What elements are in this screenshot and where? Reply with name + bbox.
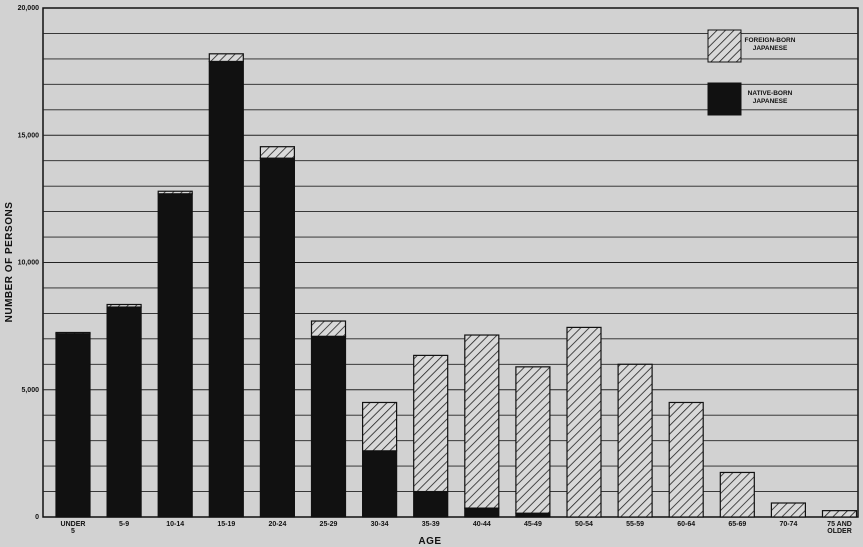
bar-native-born — [208, 60, 244, 518]
bar-foreign-born — [617, 363, 653, 518]
x-tick-label: 35-39 — [422, 521, 440, 528]
bar-native-born — [362, 450, 398, 518]
bar-foreign-born — [55, 331, 91, 335]
y-tick-label: 10,000 — [18, 260, 40, 267]
y-tick-label: 0 — [35, 514, 39, 521]
x-axis: UNDER 5 5-9 10-14 15-19 20-24 25-29 30-34 35-39 4… — [61, 521, 852, 535]
bar-native-born — [413, 490, 449, 518]
x-tick-label: 60-64 — [677, 521, 695, 528]
x-tick-label: 65-69 — [728, 521, 746, 528]
x-tick-label: 75 AND OLDER — [827, 521, 852, 535]
y-axis-title: NUMBER OF PERSONS — [4, 202, 15, 323]
legend-swatch-foreign-born — [707, 29, 742, 63]
bar-native-born — [157, 193, 193, 518]
x-tick-label: 40-44 — [473, 521, 491, 528]
legend: FOREIGN-BORN JAPANESE NATIVE-BORN JAPANESE — [707, 29, 796, 116]
bar-foreign-born — [413, 354, 449, 493]
x-tick-label: UNDER 5 — [61, 521, 86, 535]
x-tick-label: 10-14 — [166, 521, 184, 528]
bar-foreign-born — [668, 401, 704, 518]
x-tick-label: 20-24 — [268, 521, 286, 528]
bar-native-born — [106, 306, 142, 518]
x-tick-label: 50-54 — [575, 521, 593, 528]
bar-foreign-born — [464, 334, 500, 509]
x-tick-label: 15-19 — [217, 521, 235, 528]
bar-foreign-born — [515, 366, 551, 514]
bar-foreign-born — [310, 320, 347, 337]
bar-foreign-born — [259, 146, 295, 159]
legend-swatch-native-born — [707, 82, 742, 116]
y-axis: 0 5,000 10,000 15,000 20,000 — [18, 5, 40, 521]
bar-native-born — [464, 507, 500, 518]
bar-foreign-born — [157, 190, 193, 195]
x-tick-label: 45-49 — [524, 521, 542, 528]
legend-label: NATIVE-BORN JAPANESE — [748, 90, 793, 105]
x-tick-label: 55-59 — [626, 521, 644, 528]
x-tick-label: 25-29 — [320, 521, 338, 528]
x-tick-label: 30-34 — [371, 521, 389, 528]
bar-foreign-born — [770, 502, 807, 518]
bar-foreign-born — [208, 53, 244, 63]
bar-native-born — [55, 333, 91, 518]
bar-foreign-born — [566, 326, 602, 518]
bar-foreign-born — [106, 303, 142, 308]
bar-foreign-born — [362, 401, 398, 452]
legend-label: FOREIGN-BORN JAPANESE — [745, 37, 796, 52]
bar-native-born — [310, 335, 347, 518]
y-tick-label: 5,000 — [21, 387, 39, 394]
y-tick-label: 15,000 — [18, 132, 40, 139]
x-tick-label: 5-9 — [119, 521, 129, 528]
bar-foreign-born — [719, 471, 755, 518]
bar-native-born — [259, 157, 295, 518]
x-tick-label: 70-74 — [779, 521, 797, 528]
bars — [55, 53, 858, 518]
y-tick-label: 20,000 — [18, 5, 40, 12]
bar-foreign-born — [821, 510, 858, 518]
x-axis-title: AGE — [418, 536, 441, 547]
